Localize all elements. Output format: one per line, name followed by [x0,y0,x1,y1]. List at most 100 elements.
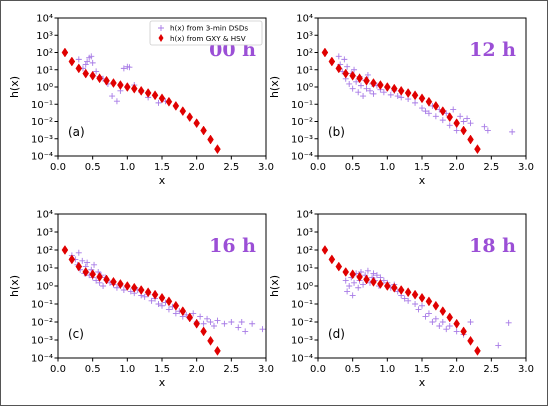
plot-marks [321,47,516,155]
dsd-point [439,319,446,325]
dsd-point [84,58,91,65]
model-point [200,125,207,136]
dsd-point [79,257,86,264]
x-axis-label: x [159,376,166,389]
x-tick-label: 1.5 [414,364,430,375]
dsd-point [453,328,460,335]
model-point [390,83,398,94]
panel-1: 0.0 0.5 1.0 1.5 2.0 2.5 3.0 10⁻⁴ 10⁻³ 10⁻² 10⁻¹ 10⁰… [8,14,274,188]
dsd-point [422,108,429,115]
plot-marks [61,245,266,356]
dsd-point [346,283,353,289]
panel-label: (c) [68,327,84,341]
model-point [158,93,166,104]
dsd-point [401,295,408,302]
dsd-point [214,317,221,324]
dsd-point [446,122,453,129]
y-tick-label: 10⁻² [291,318,313,329]
legend-entry: h(x) from GXY & HSV [170,34,246,43]
dsd-point [155,99,162,106]
model-point [356,271,363,282]
model-point [356,73,363,84]
dsd-point [364,267,371,274]
dsd-point [405,297,412,304]
model-point [165,296,173,307]
dsd-point [344,288,351,295]
y-tick-label: 10³ [296,31,313,42]
model-point [439,306,447,317]
x-tick-label: 0.0 [50,162,66,173]
dsd-point [82,61,89,68]
y-tick-label: 10⁻⁴ [31,152,53,163]
x-tick-label: 0.5 [345,162,361,173]
model-point [137,85,145,96]
x-axis-label: x [159,174,166,187]
model-point [390,282,398,293]
dsd-point [367,87,373,94]
dsd-point [349,85,356,92]
dsd-point [446,322,453,329]
model-point [460,125,467,136]
dsd-point [342,277,349,284]
dsd-point [126,64,133,71]
dsd-point [204,315,211,322]
dsd-point [349,292,356,299]
y-tick-label: 10⁴ [296,210,313,221]
y-tick-label: 10⁻² [291,117,313,128]
model-point [89,269,96,280]
dsd-point [432,315,439,322]
panel-label: (a) [68,125,85,139]
dsd-point [341,56,348,63]
x-tick-label: 2.5 [483,364,499,375]
model-point [110,276,117,287]
dsd-point [364,71,371,78]
dsd-point [436,322,443,329]
model-point [363,274,370,285]
y-tick-label: 10³ [296,228,313,239]
dsd-point [412,99,419,106]
dsd-point [221,320,228,327]
dsd-point [100,283,107,289]
model-point [130,282,138,293]
model-point [349,70,356,81]
dsd-point [509,128,516,135]
dsd-point [394,93,401,100]
panel-label: (d) [328,327,345,341]
plot-marks [321,245,512,356]
x-tick-label: 0.0 [310,162,326,173]
hour-label: 18 h [469,235,516,257]
dsd-point [422,313,429,320]
model-point [186,112,194,123]
model-point [207,134,214,145]
model-point [446,112,454,123]
x-tick-label: 0.5 [85,162,101,173]
x-axis-label: x [419,174,426,187]
x-tick-label: 2.5 [483,162,499,173]
model-point [397,85,405,96]
model-point [453,118,460,129]
y-tick-label: 10⁻⁴ [291,152,313,163]
model-point [335,63,343,74]
model-point [453,318,460,329]
dsd-point [425,310,432,317]
dsd-point [360,281,367,288]
dsd-point [197,313,204,320]
x-tick-label: 1.0 [119,364,135,375]
dsd-point [93,68,100,75]
y-tick-label: 10⁰ [36,83,53,94]
dsd-point [148,297,155,304]
panel-4: 0.0 0.5 1.0 1.5 2.0 2.5 3.0 10⁻⁴ 10⁻³ 10⁻² 10⁻¹ 10⁰… [268,210,534,390]
x-tick-label: 2.0 [189,364,205,375]
x-tick-label: 2.5 [223,162,239,173]
model-point [321,47,329,58]
y-tick-label: 10⁴ [296,14,313,25]
x-tick-label: 2.0 [449,162,465,173]
model-point [144,287,152,298]
model-point [200,326,207,337]
y-tick-label: 10⁻² [31,318,53,329]
panel-label: (b) [328,125,345,139]
x-tick-label: 2.5 [223,364,239,375]
dsd-point [228,319,235,325]
